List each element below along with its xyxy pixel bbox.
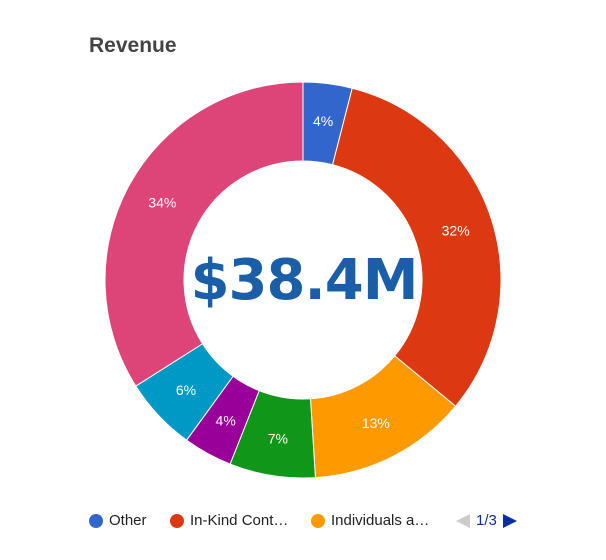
slice-percent-label: 13%	[362, 415, 390, 431]
center-total-value: $38.4M	[190, 248, 419, 313]
slice-percent-label: 34%	[148, 195, 176, 211]
slice-percent-label: 7%	[268, 431, 288, 447]
donut-slice-1[interactable]	[331, 87, 502, 407]
legend-pager: 1/3	[456, 511, 517, 531]
chart-legend: Other In-Kind Cont… Individuals a… 1/3	[0, 511, 606, 531]
legend-item-individuals[interactable]: Individuals a…	[311, 511, 429, 531]
slice-percent-label: 4%	[313, 113, 333, 129]
legend-swatch	[170, 514, 184, 528]
legend-label: In-Kind Cont…	[190, 512, 289, 529]
chart-title: Revenue	[89, 34, 177, 57]
slice-percent-label: 6%	[176, 382, 196, 398]
legend-label: Individuals a…	[331, 512, 430, 529]
legend-swatch	[89, 514, 103, 528]
legend-page-indicator: 1/3	[476, 512, 497, 529]
slice-percent-label: 4%	[216, 413, 236, 429]
legend-item-other[interactable]: Other	[89, 511, 147, 531]
donut-chart: 4% 32% 13% 7% 4% 6% 34%	[104, 81, 502, 479]
legend-label: Other	[109, 512, 147, 529]
slice-percent-label: 32%	[442, 222, 470, 238]
prev-page-icon	[456, 514, 470, 528]
legend-item-in-kind[interactable]: In-Kind Cont…	[170, 511, 288, 531]
legend-swatch	[311, 514, 325, 528]
donut-slice-6[interactable]	[104, 81, 304, 387]
next-page-icon[interactable]	[502, 514, 517, 528]
